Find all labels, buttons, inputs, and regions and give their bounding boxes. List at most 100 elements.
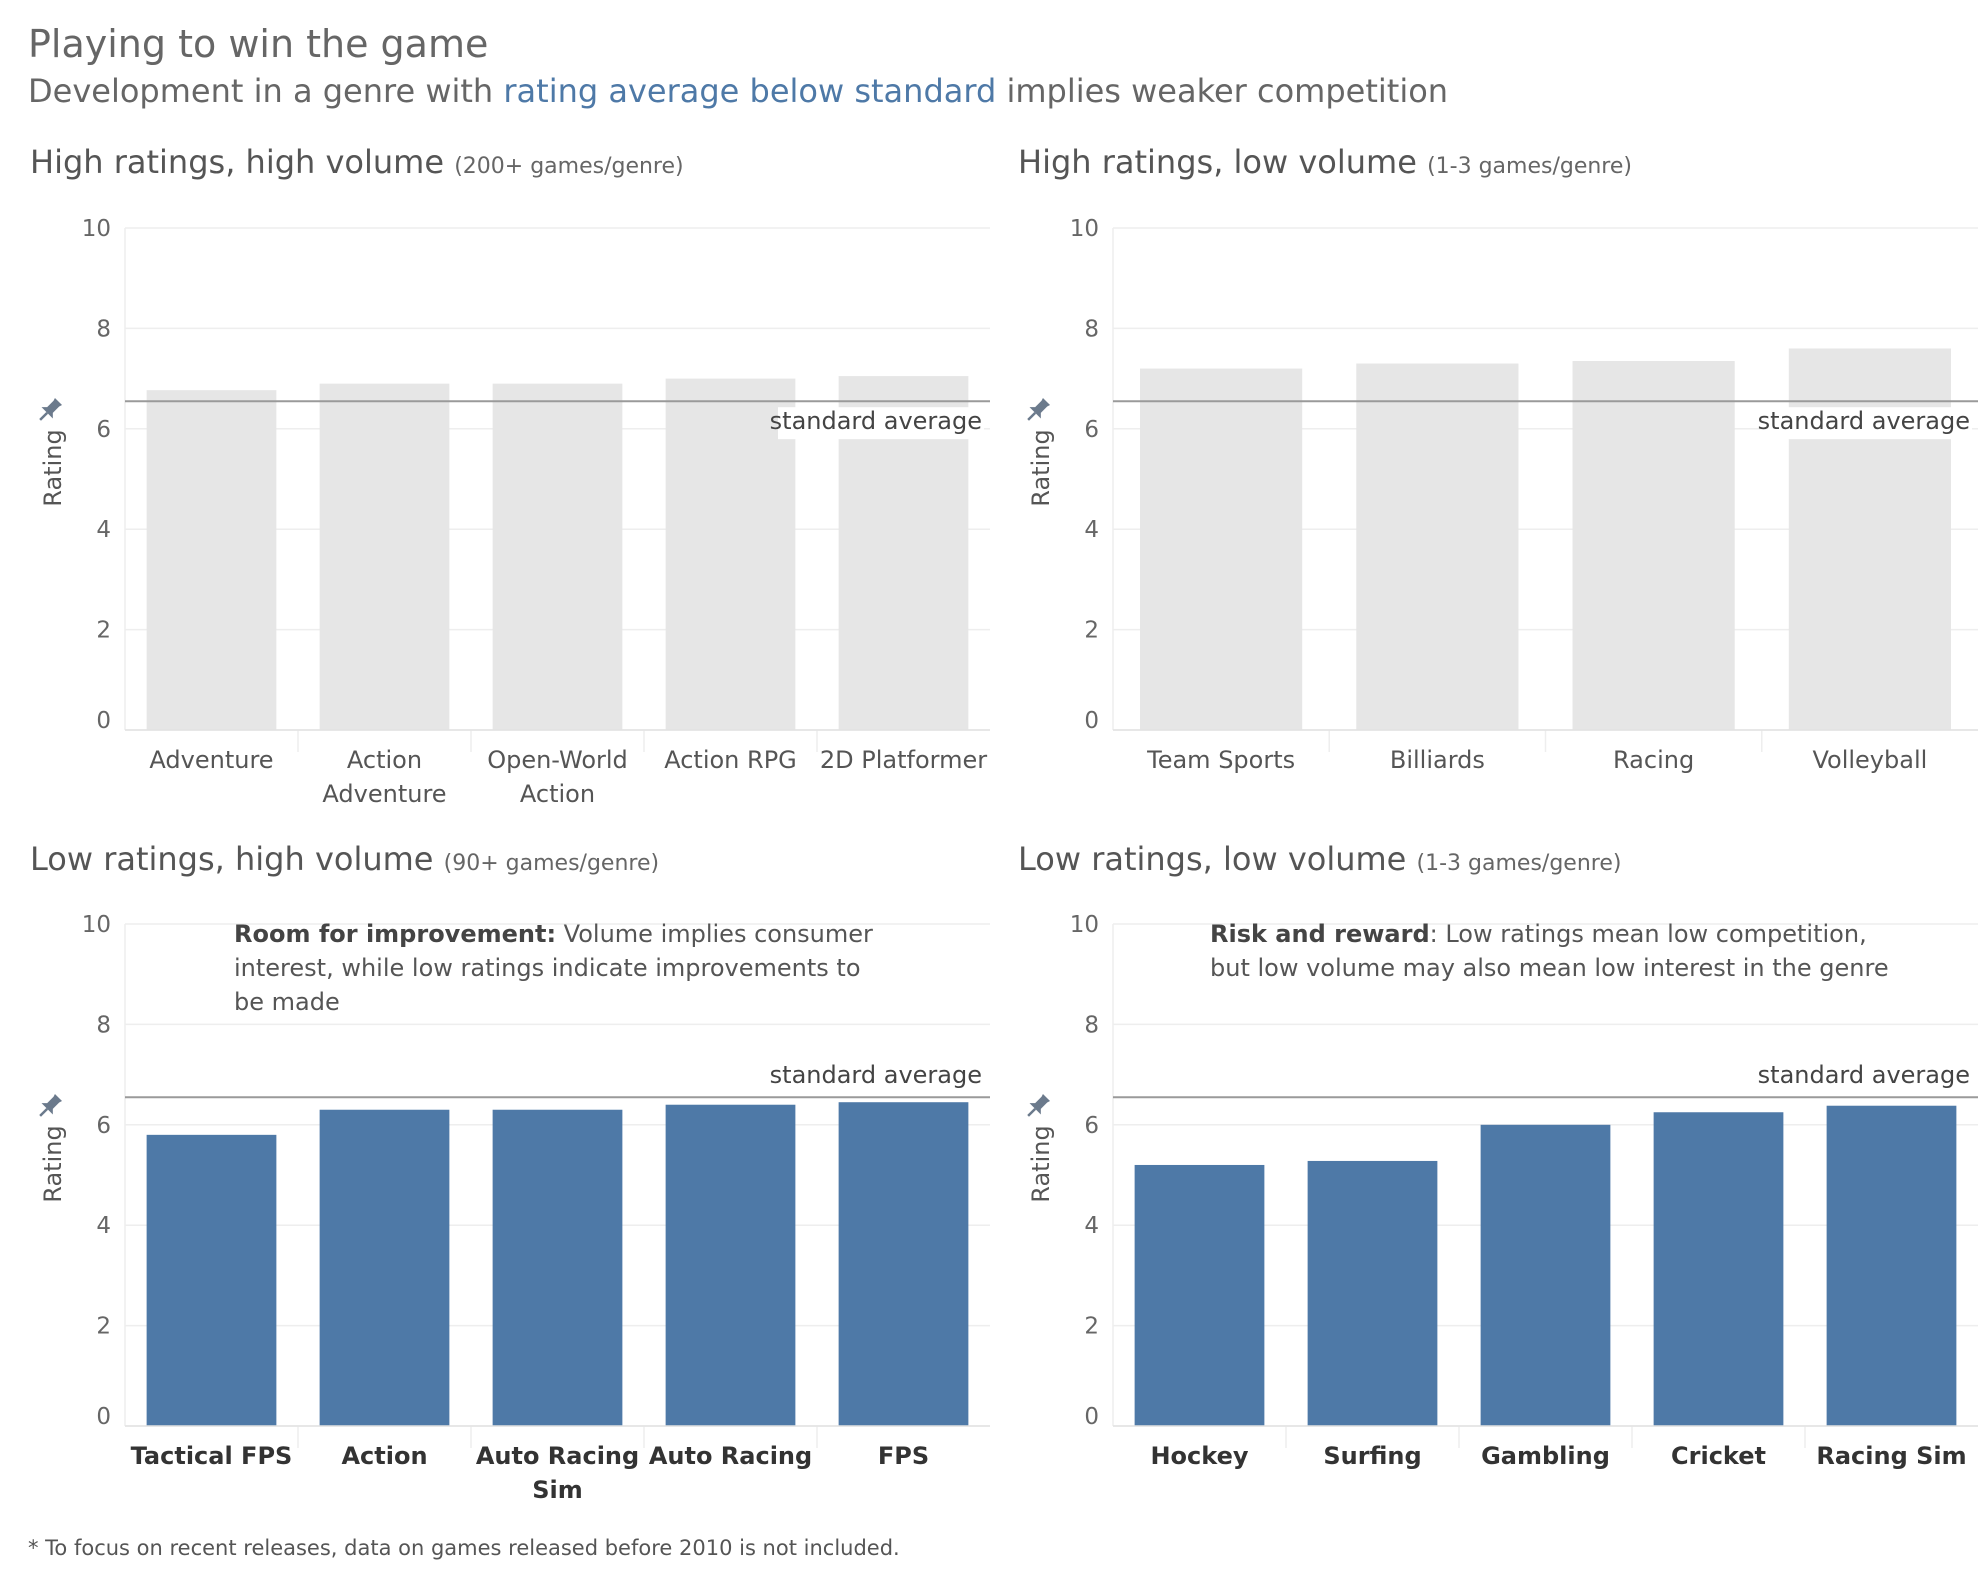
y-tick-label: 10 [82,912,111,938]
annotation-text: Volume implies consumer interest, while … [234,920,873,1016]
x-tick-label: Action RPG [664,746,797,774]
x-tick-label: Tactical FPS [131,1442,293,1470]
y-tick-label: 0 [96,1404,111,1430]
bar-action-adventure [319,383,450,730]
annotation-risk-and-reward: Risk and reward: Low ratings mean low co… [1210,917,1890,985]
bar-team-sports [1140,368,1303,730]
subtitle-highlight: rating average below standard [503,72,997,110]
y-tick-label: 6 [96,417,111,443]
x-tick-label: Racing [1613,746,1694,774]
y-tick-label: 8 [1084,316,1099,342]
y-tick-label: 8 [1084,1012,1099,1038]
pin-icon [1027,397,1051,421]
x-tick-label: Sim [532,1476,583,1504]
bar-hockey [1134,1164,1265,1426]
bar-surfing [1307,1160,1438,1426]
y-tick-label: 2 [96,1314,111,1340]
x-tick-label: Volleyball [1812,746,1927,774]
x-tick-label: Action [347,746,422,774]
bar-auto-racing [665,1104,796,1426]
y-tick-label: 0 [1084,708,1099,734]
reference-line-label: standard average [1758,1061,1970,1089]
x-tick-label: Action [341,1442,427,1470]
pin-icon [39,1093,63,1117]
bar-action [319,1109,450,1426]
annotation-room-for-improvement: Room for improvement: Volume implies con… [234,917,894,1019]
bar-volleyball [1788,348,1951,730]
x-tick-label: 2D Platformer [820,746,987,774]
y-axis-label: Rating [1027,1125,1055,1202]
chart-high-ratings-high-volume: 0 2 4 6 8 10 Rating Adventure Action Adventure Ope… [39,216,990,808]
x-tick-label: Surfing [1323,1442,1421,1470]
bar-racing-sim [1826,1105,1957,1426]
reference-line-label: standard average [770,1061,982,1089]
y-tick-label: 6 [96,1113,111,1139]
x-tick-label: Adventure [149,746,273,774]
x-tick-label: Adventure [322,780,446,808]
y-axis-label: Rating [39,429,67,506]
y-tick-label: 10 [1070,216,1099,242]
panel-title-main: High ratings, high volume [30,143,445,181]
x-tick-label: Gambling [1481,1442,1610,1470]
y-tick-label: 4 [1084,517,1099,543]
chart-high-ratings-low-volume: 0 2 4 6 8 10 Rating Team Sports Billiards Racing V… [1027,216,1978,774]
annotation-text: : Low ratings mean low competition, but … [1210,920,1889,982]
chart-low-ratings-low-volume: 0 2 4 6 8 10 Rating Hockey Surfing Gambling Cricke… [1027,912,1978,1470]
subtitle-pre: Development in a genre with [28,72,504,110]
x-tick-label: Billiards [1390,746,1485,774]
y-tick-label: 0 [1084,1404,1099,1430]
panel-title-low-high: Low ratings, high volume (90+ games/genr… [30,840,659,878]
x-tick-label: Auto Racing [649,1442,812,1470]
bar-open-world-action [492,383,623,730]
panel-title-low-low: Low ratings, low volume (1-3 games/genre… [1018,840,1621,878]
reference-line-label: standard average [770,407,982,435]
bar-tactical-fps [146,1134,277,1426]
y-axis-label: Rating [1027,429,1055,506]
panel-title-main: High ratings, low volume [1018,143,1417,181]
x-tick-label: Auto Racing [476,1442,639,1470]
x-tick-label: Action [520,780,595,808]
y-tick-label: 6 [1084,1113,1099,1139]
y-tick-label: 6 [1084,417,1099,443]
panel-title-main: Low ratings, low volume [1018,840,1407,878]
panel-title-main: Low ratings, high volume [30,840,434,878]
reference-label-bg [778,407,984,440]
y-tick-label: 4 [96,517,111,543]
pin-icon [39,397,63,421]
y-tick-label: 2 [96,618,111,644]
panel-title-note: (1-3 games/genre) [1427,154,1632,179]
bar-cricket [1653,1112,1784,1426]
y-tick-label: 4 [96,1213,111,1239]
bar-adventure [146,390,277,730]
subtitle-post: implies weaker competition [996,72,1449,110]
footnote: * To focus on recent releases, data on g… [28,1536,900,1560]
x-tick-label: Racing Sim [1816,1442,1966,1470]
y-tick-label: 2 [1084,618,1099,644]
pin-icon [1027,1093,1051,1117]
panel-title-high-low: High ratings, low volume (1-3 games/genr… [1018,143,1632,181]
panel-title-high-high: High ratings, high volume (200+ games/ge… [30,143,684,181]
y-tick-label: 8 [96,316,111,342]
y-tick-label: 8 [96,1012,111,1038]
panel-title-note: (200+ games/genre) [454,154,684,179]
bar-gambling [1480,1124,1611,1426]
y-tick-label: 4 [1084,1213,1099,1239]
annotation-bold: Risk and reward [1210,920,1430,948]
bar-fps [838,1102,969,1426]
reference-line-label: standard average [1758,407,1970,435]
chart-low-ratings-high-volume: 0 2 4 6 8 10 Rating Tactical FPS Action Auto Raci… [39,912,990,1504]
x-tick-label: FPS [878,1442,929,1470]
bar-billiards [1356,363,1519,730]
x-tick-label: Open-World [487,746,628,774]
y-tick-label: 2 [1084,1314,1099,1340]
page-subtitle: Development in a genre with rating avera… [28,72,1448,110]
reference-label-bg [1766,407,1972,440]
panel-title-note: (1-3 games/genre) [1416,851,1622,876]
y-axis-label: Rating [39,1125,67,1202]
x-tick-label: Hockey [1150,1442,1248,1470]
bar-action-rpg [665,378,796,730]
y-tick-label: 10 [1070,912,1099,938]
panel-title-note: (90+ games/genre) [443,851,660,876]
x-tick-label: Team Sports [1146,746,1295,774]
annotation-bold: Room for improvement: [234,920,557,948]
